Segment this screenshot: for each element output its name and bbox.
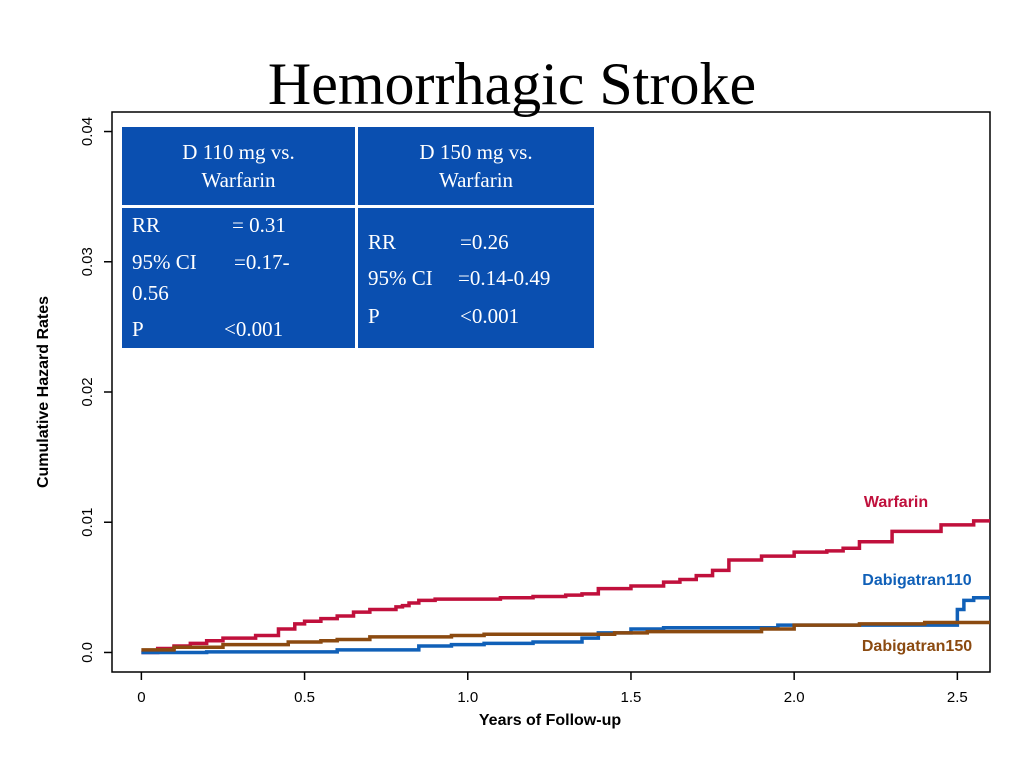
y-axis-title: Cumulative Hazard Rates xyxy=(35,296,52,488)
rr-label: RR xyxy=(132,213,161,237)
series-label-warfarin: Warfarin xyxy=(864,494,928,511)
x-tick-label: 2.5 xyxy=(947,689,968,706)
p-value: <0.001 xyxy=(224,317,284,341)
x-tick-label: 1.5 xyxy=(621,689,642,706)
rr-value: =0.26 xyxy=(460,230,509,254)
series-labels: Warfarin Dabigatran110 Dabigatran150 xyxy=(862,494,972,655)
table-header-d110: D 110 mg vs. Warfarin xyxy=(122,127,355,205)
p-label: P xyxy=(368,304,380,328)
x-tick-label: 1.0 xyxy=(457,689,478,706)
ci-value: =0.17- xyxy=(234,250,290,274)
y-tick-label: 0.04 xyxy=(79,117,96,146)
ci-value-cont: 0.56 xyxy=(132,281,169,305)
axes: 0 0.5 1.0 1.5 2.0 2.5 0.0 0.01 0.02 0.03 0.04 xyxy=(79,117,968,706)
series-line-warfarin xyxy=(141,519,990,655)
ci-label: 95% CI xyxy=(368,266,433,290)
series-lines xyxy=(141,519,990,655)
y-tick-label: 0.0 xyxy=(79,642,96,663)
ci-label: 95% CI xyxy=(132,250,197,274)
series-label-dabigatran110: Dabigatran110 xyxy=(862,572,971,589)
ci-value: =0.14-0.49 xyxy=(458,266,551,290)
table-cell-d110: RR = 0.31 95% CI =0.17- 0.56 P <0.001 xyxy=(122,208,355,348)
y-tick-label: 0.01 xyxy=(79,508,96,537)
slide-title: Hemorrhagic Stroke xyxy=(267,51,757,117)
p-label: P xyxy=(132,317,144,341)
table-cell-d150: RR =0.26 95% CI =0.14-0.49 P <0.001 xyxy=(358,208,594,348)
x-tick-label: 0.5 xyxy=(294,689,315,706)
p-value: <0.001 xyxy=(460,304,520,328)
x-axis-title: Years of Follow-up xyxy=(479,712,621,729)
series-label-dabigatran150: Dabigatran150 xyxy=(862,638,972,655)
series-line-dabigatran150 xyxy=(141,620,990,652)
y-tick-label: 0.02 xyxy=(79,377,96,406)
rr-label: RR xyxy=(368,230,397,254)
rr-value: = 0.31 xyxy=(232,213,286,237)
table-header-d150: D 150 mg vs. Warfarin xyxy=(358,127,594,205)
x-tick-label: 0 xyxy=(137,689,145,706)
stats-table: D 110 mg vs. Warfarin D 150 mg vs. Warfari… xyxy=(119,124,597,351)
table-header-d110-text: D 110 mg vs. Warfarin xyxy=(182,140,295,192)
y-tick-label: 0.03 xyxy=(79,247,96,276)
x-tick-label: 2.0 xyxy=(784,689,805,706)
table-header-d150-text: D 150 mg vs. Warfarin xyxy=(419,140,533,192)
